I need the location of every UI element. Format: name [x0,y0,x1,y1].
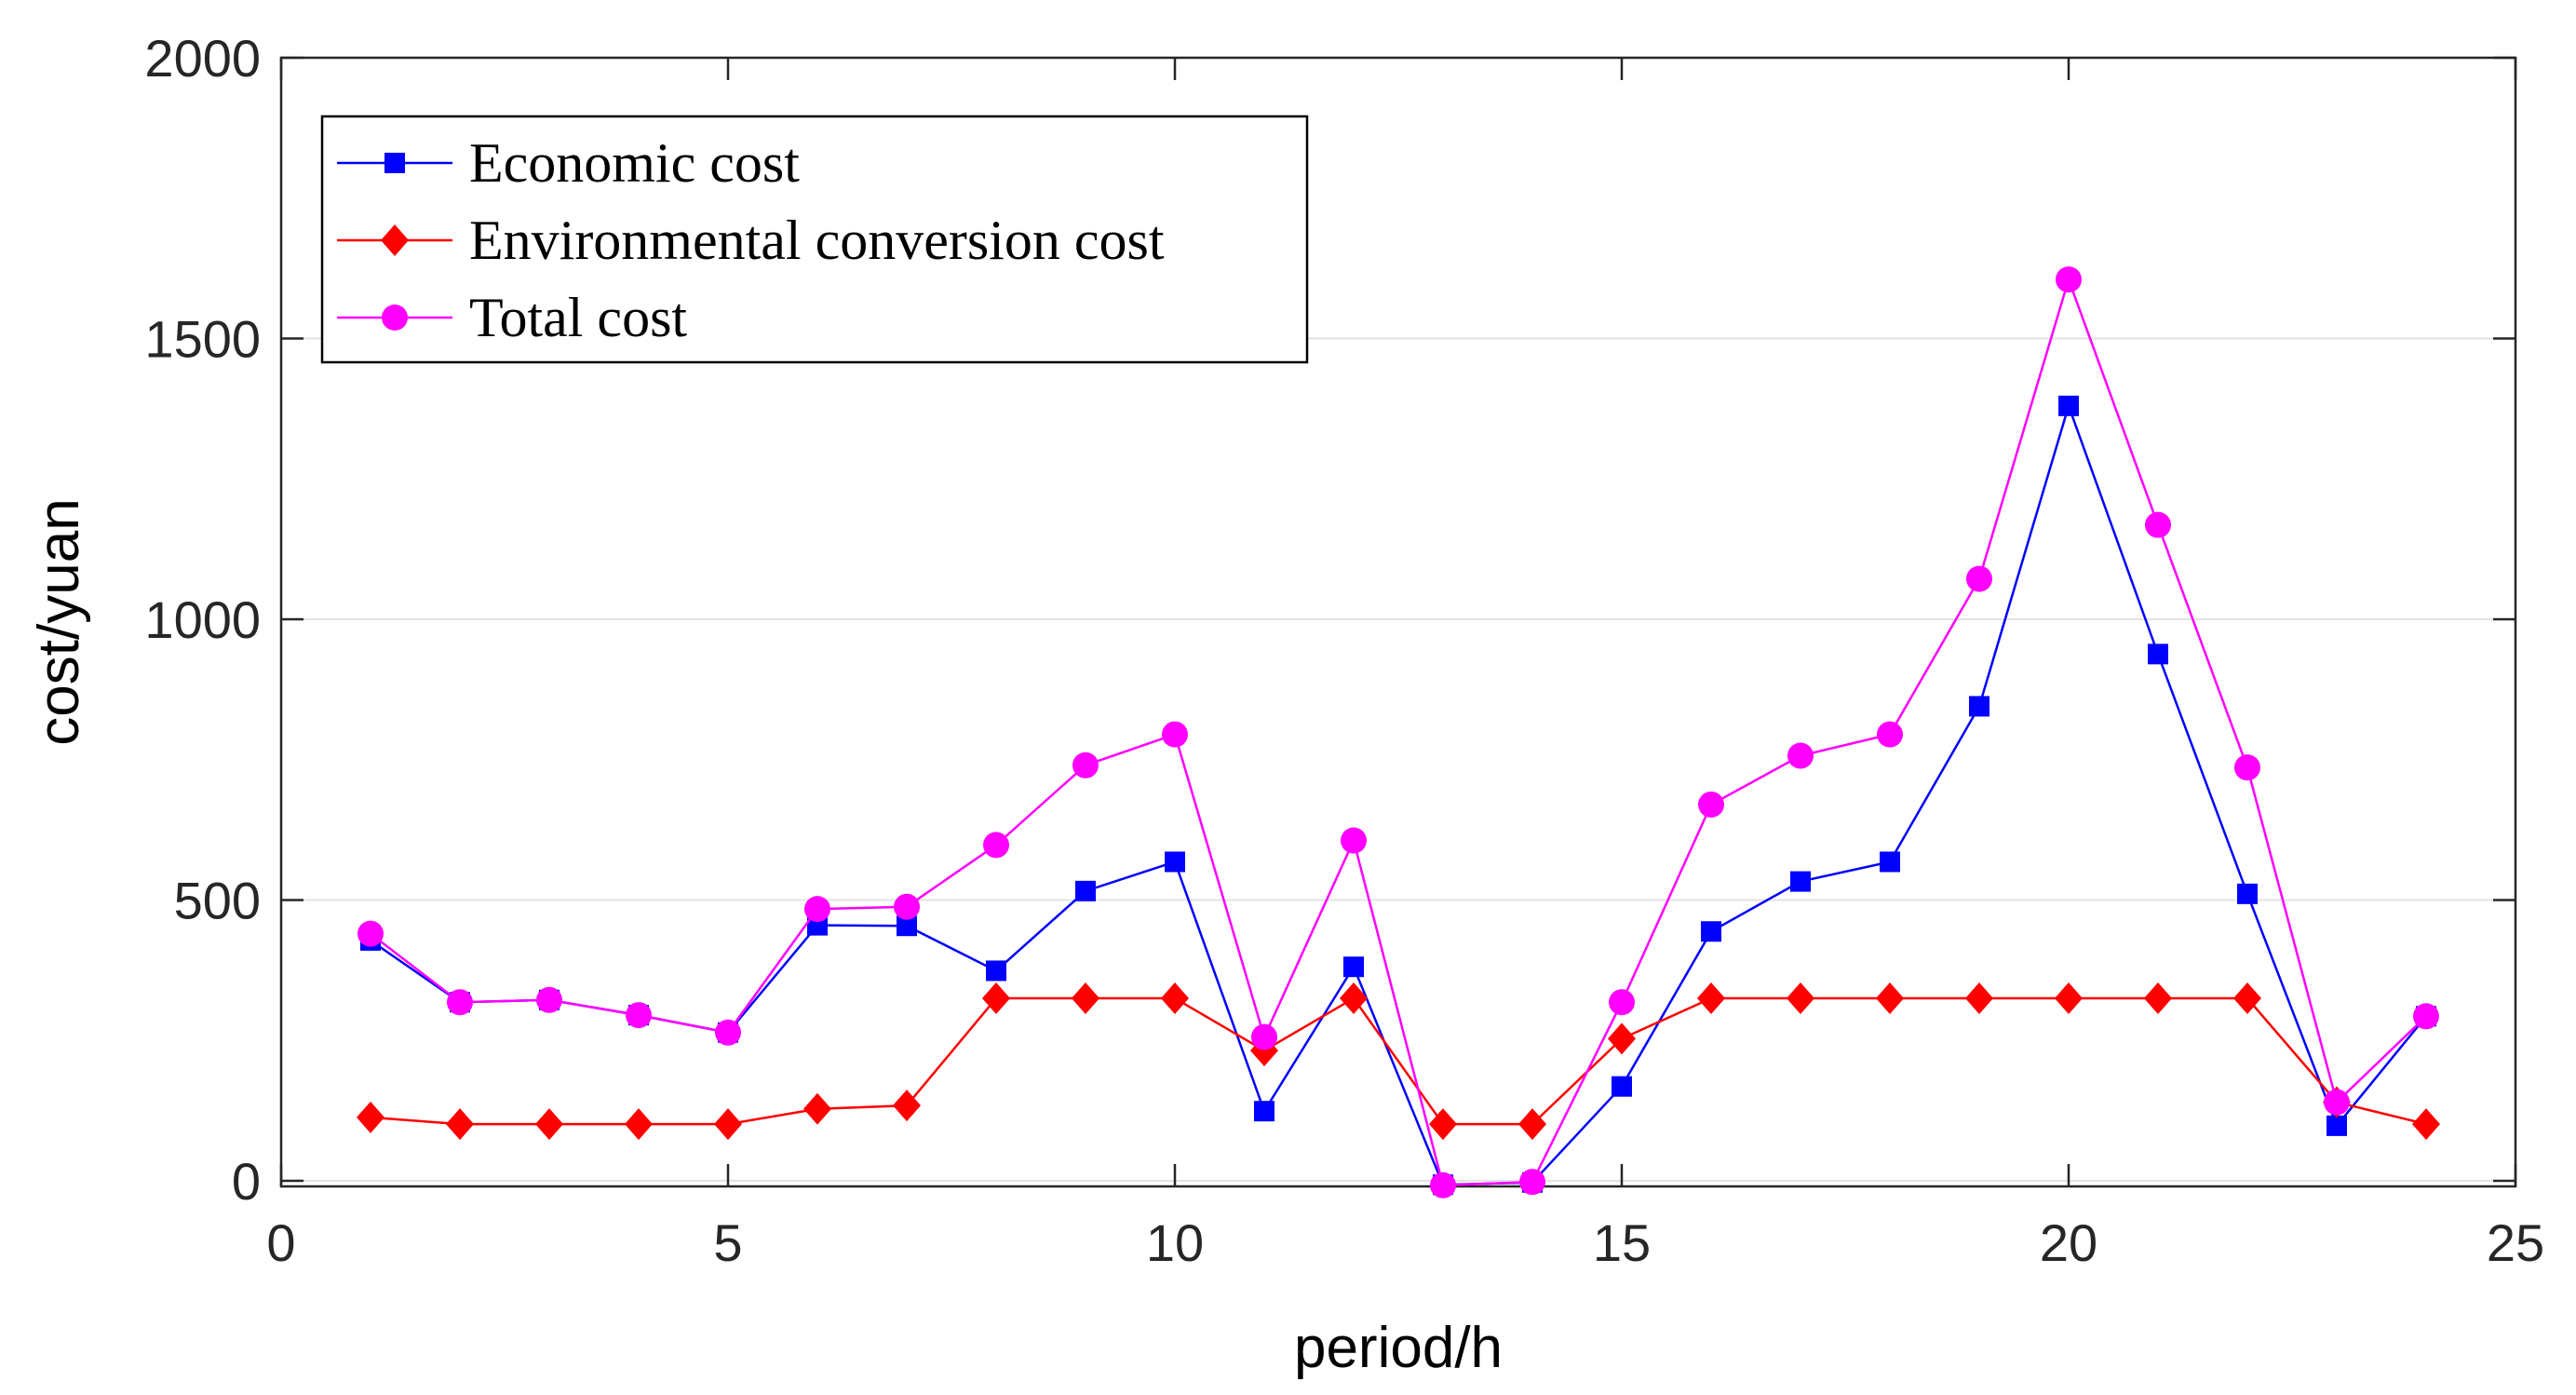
legend-marker [382,305,408,331]
data-series [357,266,2440,1199]
data-point [1701,921,1721,942]
y-tick-label: 1500 [144,309,261,368]
x-tick-label: 5 [713,1213,742,1272]
data-point [1254,1101,1275,1122]
axis-ticks: 0 5 10 15 20 25 0 500 1000 1500 2000 [144,29,2544,1272]
y-tick-label: 0 [232,1152,261,1211]
data-point [536,986,562,1013]
data-point [357,1101,384,1133]
data-point [1072,752,1099,779]
legend-label: Environmental conversion cost [469,210,1165,271]
data-point [1877,721,1903,748]
series-circle [357,266,2439,1199]
data-point [1790,871,1811,892]
data-point [2145,511,2171,538]
x-tick-label: 20 [2040,1213,2097,1272]
data-point [1519,1169,1545,1196]
data-point [1787,982,1814,1014]
data-point [986,960,1006,982]
data-point [1072,982,1099,1014]
legend-marker [381,224,409,256]
x-tick-label: 0 [266,1213,295,1272]
plot-frame [279,56,2517,1188]
data-point [446,1108,474,1141]
data-point [982,982,1010,1014]
data-point [2144,982,2172,1014]
x-tick-label: 25 [2487,1213,2544,1272]
data-point [2326,1115,2347,1136]
data-point [2148,643,2168,665]
y-axis-label: cost/yuan [27,498,91,745]
legend-box [320,115,1309,364]
data-point [1880,851,1900,873]
data-point [1612,1076,1632,1097]
y-tick-label: 1000 [144,590,261,649]
data-point [1161,982,1189,1014]
data-point [714,1108,742,1141]
legend-label: Economic cost [469,132,800,194]
data-point [1162,721,1188,748]
data-point [893,1090,921,1122]
data-point [2237,883,2258,904]
data-point [2058,395,2079,416]
data-point [1251,1023,1277,1050]
series-line [370,276,2427,1187]
data-point [1609,989,1635,1016]
legend-marker [384,153,405,173]
data-point [535,1108,563,1141]
y-tick-label: 500 [174,871,261,929]
y-tick-label: 2000 [144,29,261,88]
data-point [1966,565,1992,592]
data-point [2412,1108,2440,1141]
data-point [1608,1023,1636,1055]
data-point [625,1108,653,1141]
data-point [1165,851,1185,873]
data-point [1969,696,1989,717]
series-line [370,996,2427,1126]
data-point [897,915,917,937]
data-point [447,989,473,1016]
data-point [1698,791,1724,818]
x-tick-label: 15 [1593,1213,1651,1272]
data-point [1075,880,1096,901]
data-point [2234,754,2260,781]
data-point [894,893,920,920]
data-point [626,1002,652,1029]
data-point [2056,266,2082,293]
data-point [1341,827,1367,854]
data-point [1429,1108,1457,1141]
data-point [803,1092,831,1125]
data-point [1430,1172,1456,1199]
legend: Economic cost Environmental conversion co… [320,115,1309,364]
data-point [1787,742,1814,769]
data-point [715,1019,741,1046]
data-point [2233,982,2261,1014]
data-point [2324,1089,2350,1116]
data-point [1697,982,1725,1014]
data-point [2413,1003,2439,1030]
data-point [2055,982,2083,1014]
x-tick-label: 10 [1146,1213,1204,1272]
data-point [1518,1108,1546,1141]
legend-label: Total cost [469,287,687,348]
data-point [1343,956,1364,978]
x-axis-label: period/h [1294,1316,1503,1380]
data-point [1965,982,1993,1014]
data-point [804,896,830,923]
data-point [983,832,1009,859]
data-point [1340,982,1368,1014]
data-point [1876,982,1904,1014]
data-point [357,920,384,947]
